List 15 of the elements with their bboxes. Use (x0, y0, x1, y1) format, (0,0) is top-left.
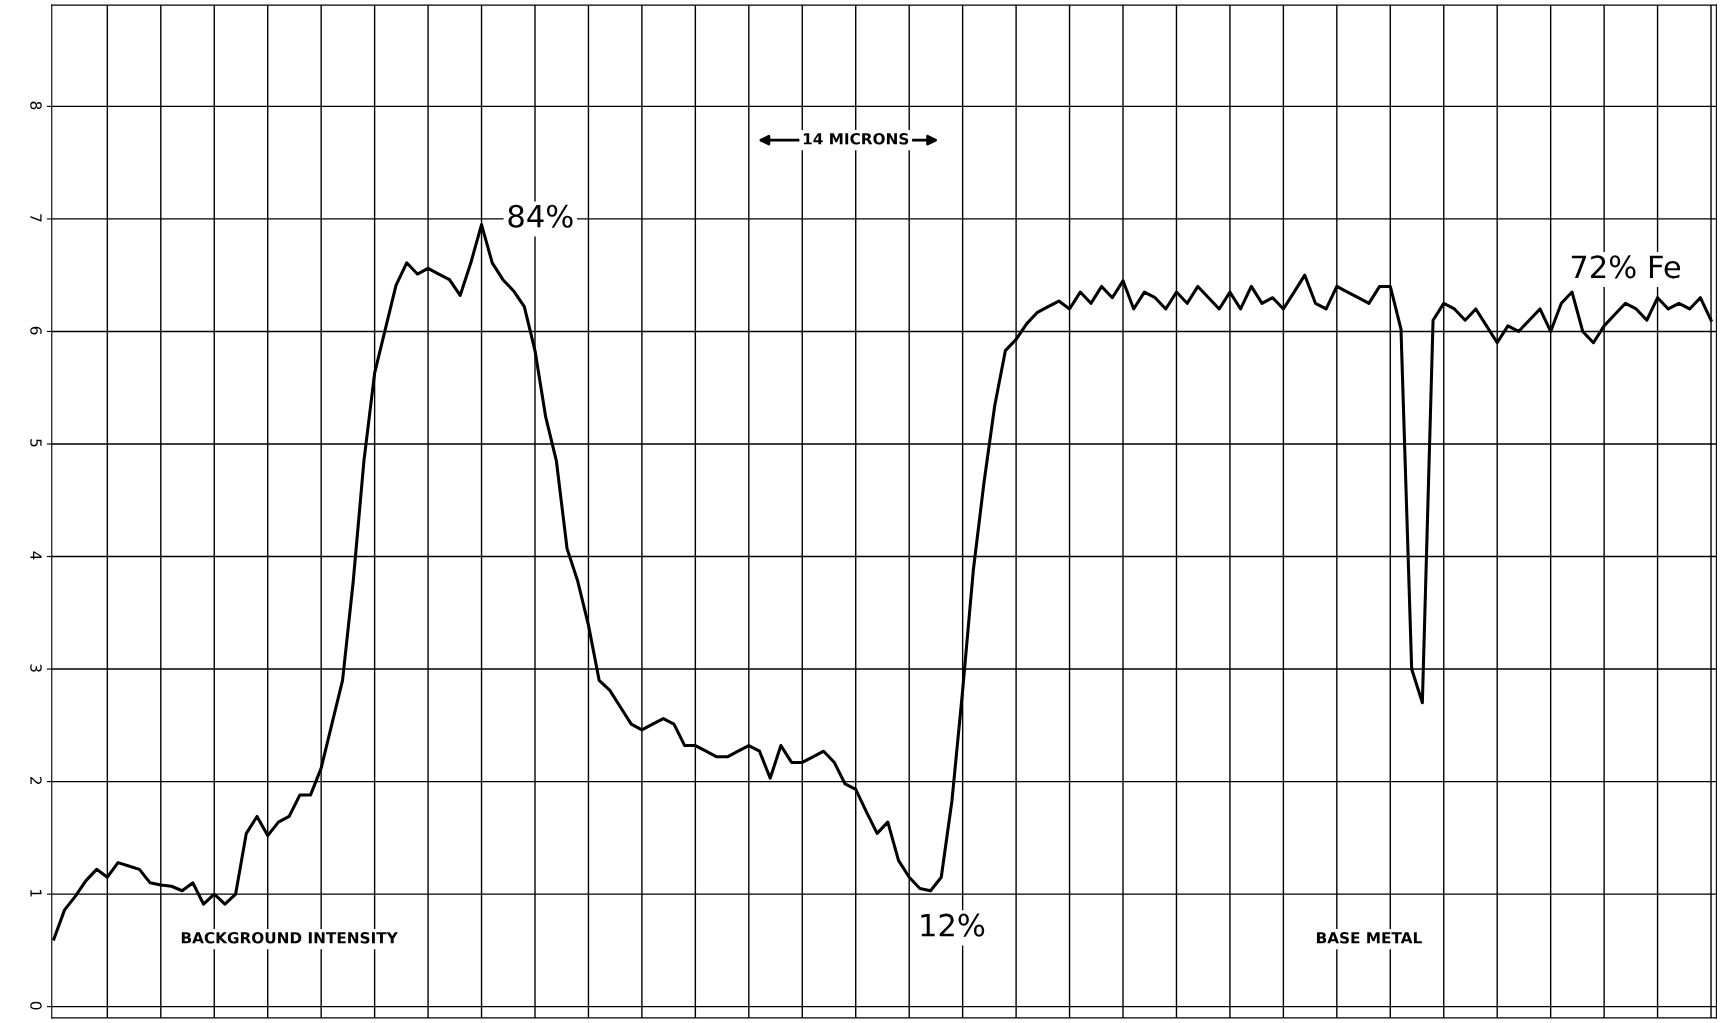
y-tick-label: 1 (30, 889, 42, 897)
y-tick-label: 7 (30, 214, 42, 222)
annotation: 84% (508, 204, 573, 228)
y-tick-label: 4 (30, 551, 42, 560)
y-tick-label: 8 (30, 101, 42, 110)
y-tick-label: 5 (30, 439, 42, 447)
y-tick-label: 3 (30, 664, 42, 672)
annotation: BACKGROUND INTENSITY (181, 931, 398, 944)
y-tick-label: 6 (30, 326, 42, 335)
annotation: 12% (921, 913, 985, 937)
y-tick-label: 0 (30, 1001, 42, 1010)
annotation: 14 MICRONS (803, 133, 909, 145)
annotation: BASE METAL (1316, 931, 1422, 944)
y-tick-label: 2 (30, 776, 42, 784)
annotation: 72% Fe (1571, 255, 1681, 279)
